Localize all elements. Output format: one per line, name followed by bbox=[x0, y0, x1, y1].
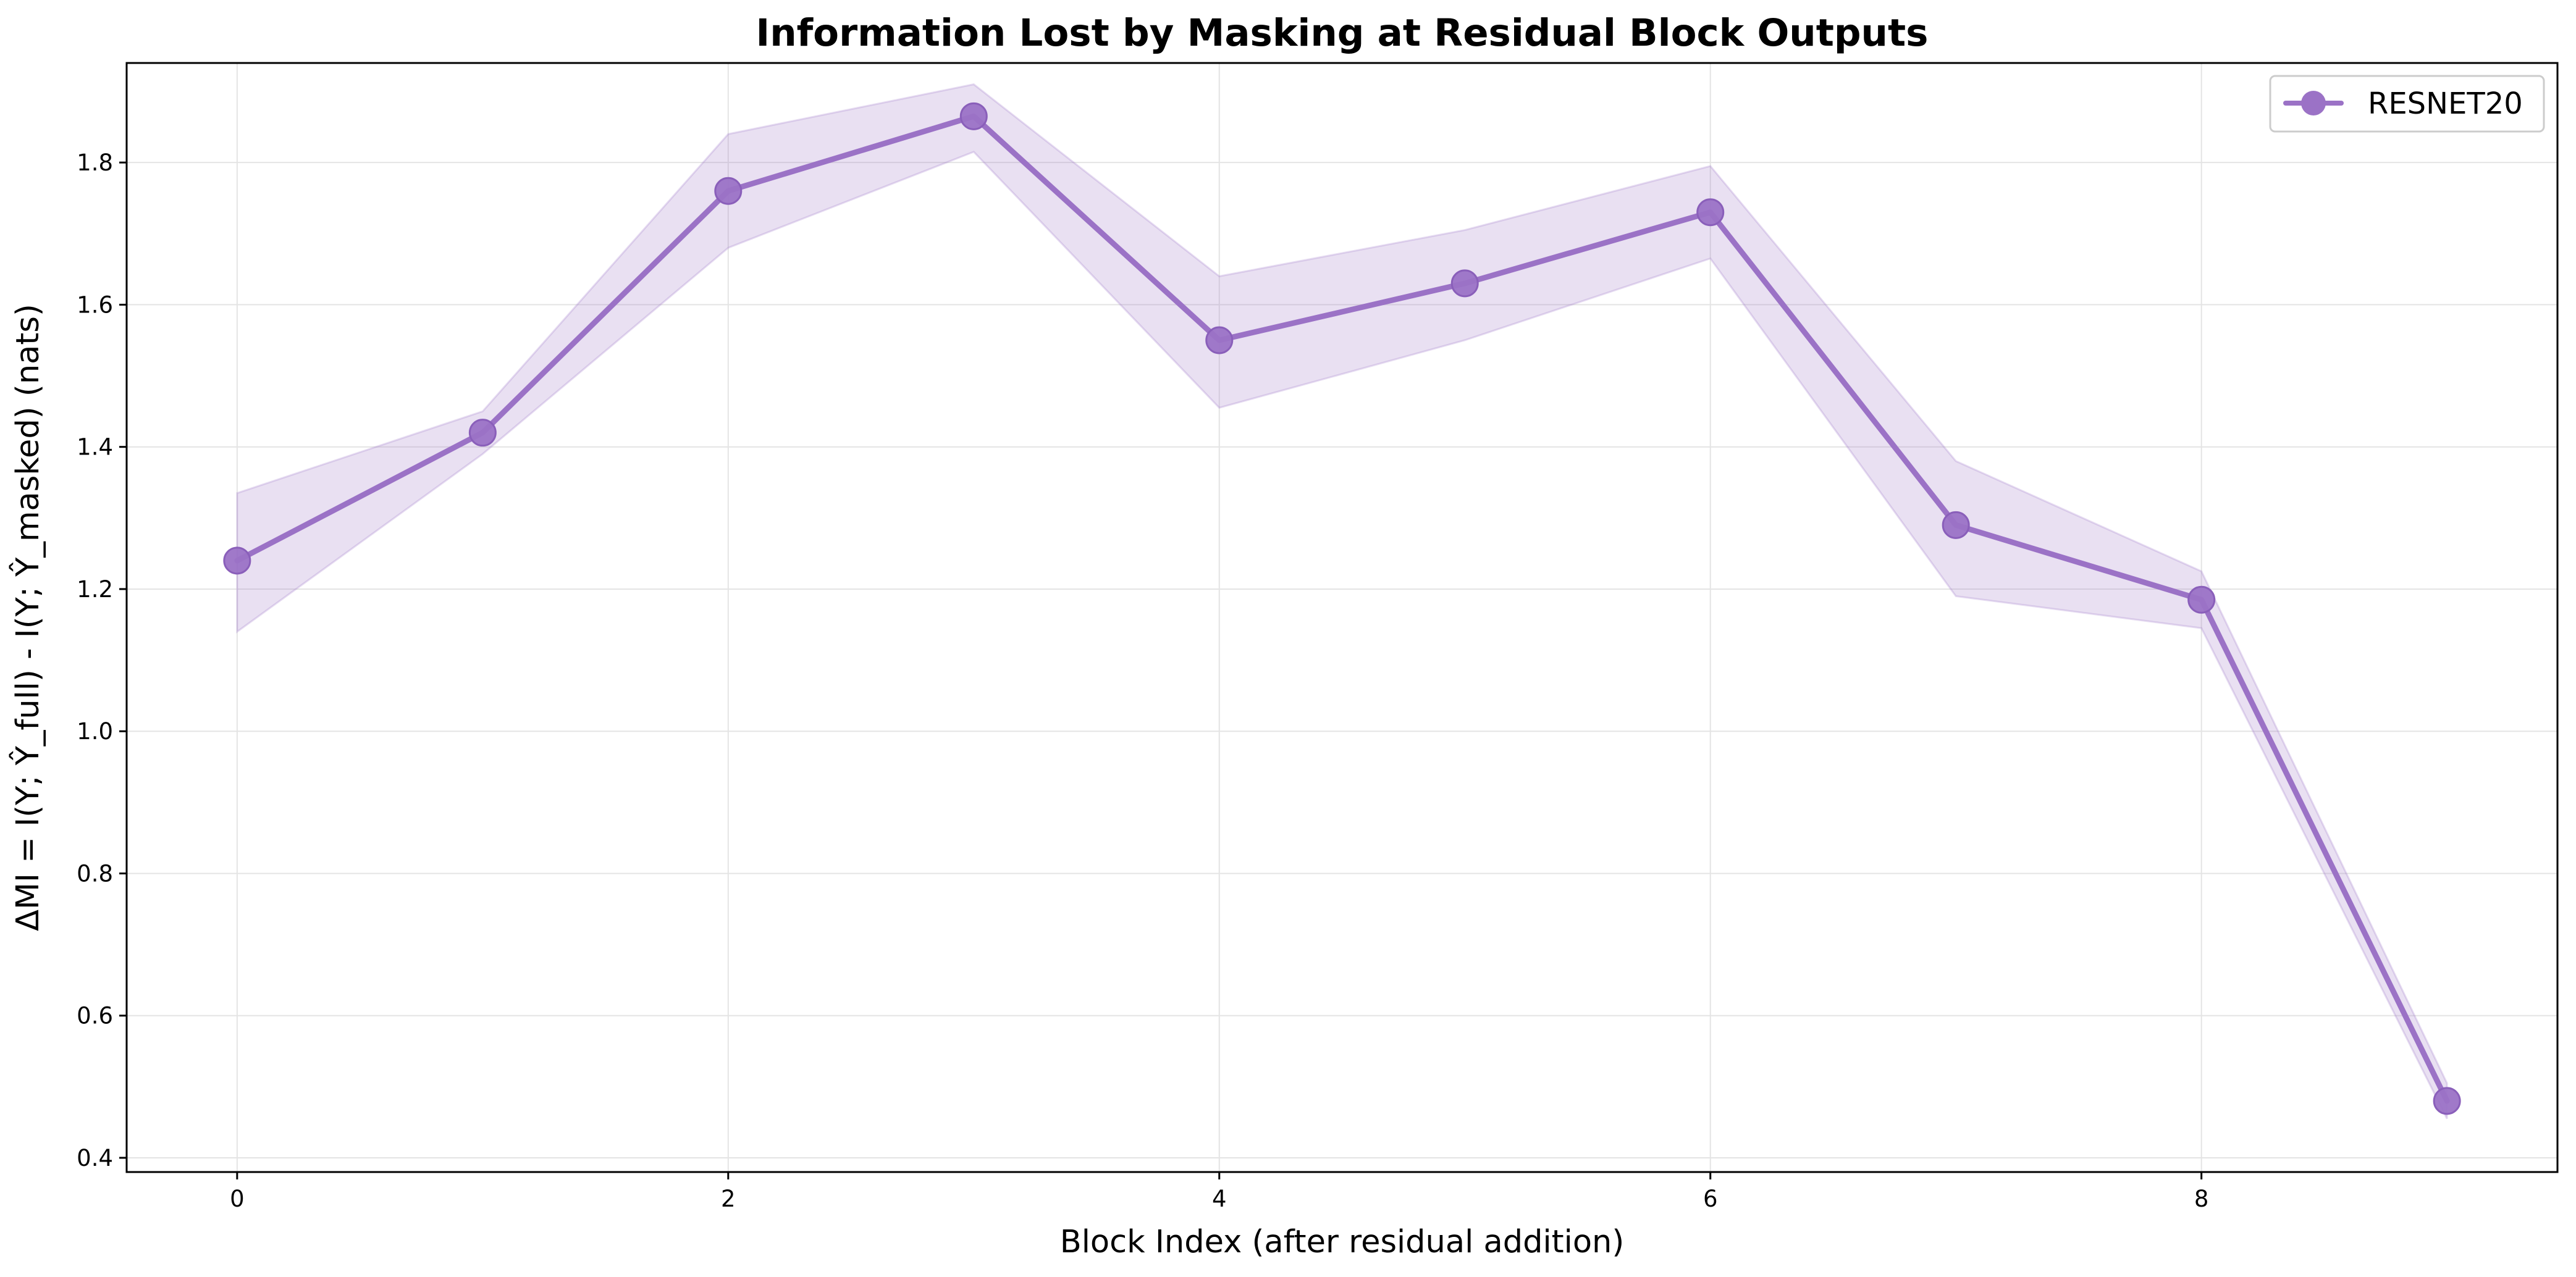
x-tick-label: 4 bbox=[1212, 1186, 1227, 1212]
data-point bbox=[2187, 585, 2216, 614]
confidence-band bbox=[236, 83, 2448, 1120]
x-tick-label: 6 bbox=[1703, 1186, 1718, 1212]
chart-title: Information Lost by Masking at Residual … bbox=[756, 11, 1929, 55]
legend-marker-swatch bbox=[2301, 91, 2326, 115]
data-point bbox=[468, 419, 497, 447]
confidence-band-group bbox=[236, 83, 2448, 1120]
x-tick-label: 2 bbox=[721, 1186, 736, 1212]
y-tick-label: 1.6 bbox=[77, 291, 113, 318]
legend: RESNET20 bbox=[2269, 75, 2545, 133]
y-tick-label: 0.6 bbox=[77, 1003, 113, 1029]
y-axis-ticks: 0.4 0.6 0.8 1.0 1.2 1.4 1.6 1.8 bbox=[77, 149, 127, 1171]
series-line-group bbox=[234, 113, 2450, 1104]
y-axis-title: ΔMI = I(Y; Ŷ_full) - I(Y; Ŷ_masked) (nat… bbox=[9, 304, 46, 931]
y-tick-label: 1.4 bbox=[77, 434, 113, 461]
data-point bbox=[1205, 326, 1234, 354]
y-tick-label: 1.2 bbox=[77, 576, 113, 603]
plot-frame bbox=[125, 62, 2559, 1173]
y-tick-label: 1.8 bbox=[77, 149, 113, 176]
data-point bbox=[1942, 511, 1970, 539]
data-point bbox=[1450, 269, 1479, 298]
x-axis-ticks: 0 2 4 6 8 bbox=[230, 1172, 2208, 1212]
legend-box bbox=[2269, 75, 2545, 133]
grid bbox=[127, 63, 2557, 1172]
y-tick-label: 0.8 bbox=[77, 860, 113, 887]
series-line bbox=[234, 113, 2450, 1104]
data-points-group bbox=[223, 102, 2461, 1115]
data-point bbox=[1696, 198, 1725, 227]
data-point bbox=[223, 546, 251, 575]
y-tick-label: 1.0 bbox=[77, 718, 113, 745]
legend-label: RESNET20 bbox=[2368, 86, 2523, 121]
x-tick-label: 8 bbox=[2194, 1186, 2209, 1212]
data-point bbox=[2433, 1087, 2461, 1115]
y-tick-label: 0.4 bbox=[77, 1145, 113, 1171]
data-point bbox=[959, 102, 988, 130]
x-axis-title: Block Index (after residual addition) bbox=[1060, 1224, 1625, 1260]
data-point bbox=[714, 177, 743, 205]
x-tick-label: 0 bbox=[230, 1186, 245, 1212]
